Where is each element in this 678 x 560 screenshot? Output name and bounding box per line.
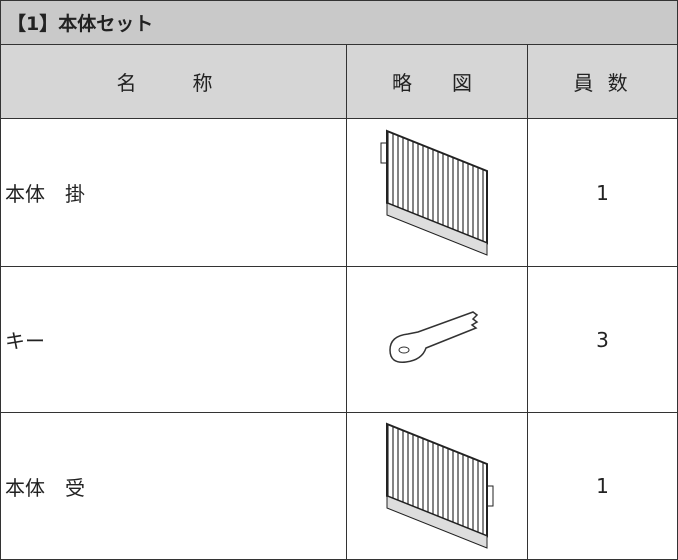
quantity: 1 [527, 412, 678, 560]
figure-cell [346, 412, 528, 560]
table-title: 【1】本体セット [0, 0, 678, 45]
figure-cell [346, 118, 528, 267]
gate-illustration [380, 129, 488, 256]
quantity: 3 [527, 266, 678, 413]
key-illustration [389, 310, 479, 363]
part-name: 本体 受 [0, 412, 347, 560]
quantity: 1 [527, 118, 678, 267]
column-header: 員 数 [527, 44, 678, 119]
gate-illustration [386, 422, 494, 549]
figure-cell [346, 266, 528, 413]
part-name: キー [0, 266, 347, 413]
part-name: 本体 掛 [0, 118, 347, 267]
column-header: 名 称 [0, 44, 347, 119]
column-header: 略 図 [346, 44, 528, 119]
